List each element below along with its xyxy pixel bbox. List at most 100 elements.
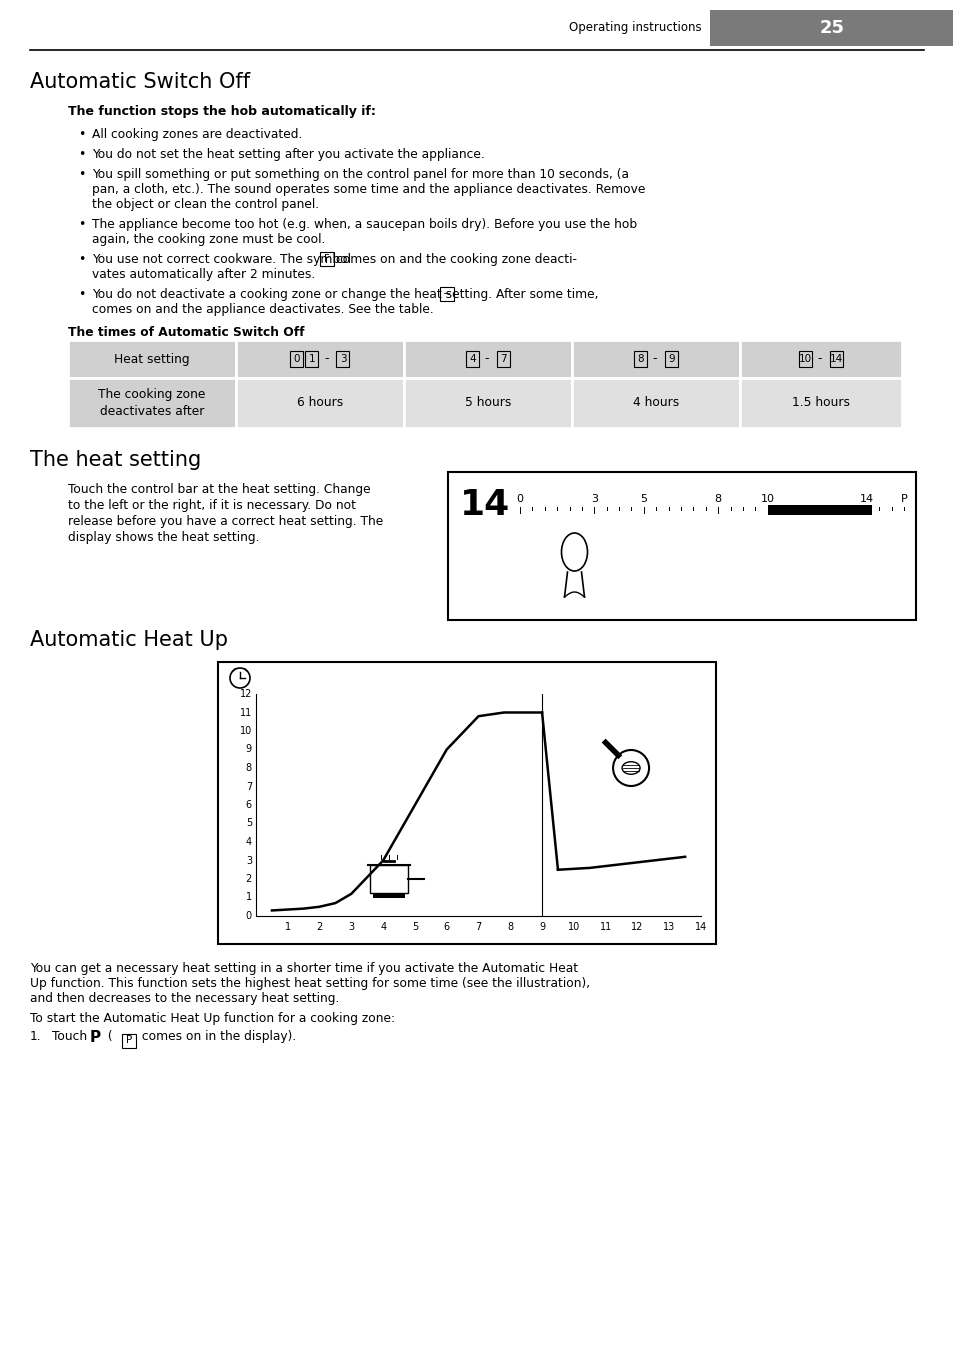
- Text: •: •: [78, 253, 85, 266]
- Bar: [740, 339, 901, 379]
- Text: 4: 4: [469, 354, 476, 364]
- Bar: [448, 472, 915, 621]
- Text: 6: 6: [443, 922, 449, 932]
- Bar: [68, 379, 235, 429]
- Text: 14: 14: [694, 922, 706, 932]
- Text: 9: 9: [667, 354, 674, 364]
- Text: Heat setting: Heat setting: [114, 353, 190, 365]
- Text: 1: 1: [246, 892, 252, 903]
- Text: Operating instructions: Operating instructions: [569, 22, 701, 35]
- Text: 2: 2: [316, 922, 322, 932]
- Bar: [403, 339, 572, 379]
- Bar: [767, 506, 871, 515]
- Text: 1.: 1.: [30, 1030, 42, 1042]
- Text: P: P: [900, 493, 906, 504]
- Bar: [374, 894, 405, 898]
- Bar: [319, 251, 334, 266]
- Text: 10: 10: [798, 354, 811, 364]
- Text: 7: 7: [475, 922, 481, 932]
- Bar: [336, 352, 349, 366]
- Bar: [709, 9, 953, 46]
- Text: 5: 5: [412, 922, 417, 932]
- Bar: [305, 352, 318, 366]
- Text: 9: 9: [538, 922, 544, 932]
- Bar: [572, 379, 740, 429]
- Text: Touch: Touch: [52, 1030, 91, 1042]
- Text: and then decreases to the necessary heat setting.: and then decreases to the necessary heat…: [30, 992, 339, 1005]
- Text: comes on and the appliance deactivates. See the table.: comes on and the appliance deactivates. …: [91, 303, 434, 316]
- Text: •: •: [78, 218, 85, 231]
- Text: 14: 14: [459, 488, 510, 522]
- Bar: [439, 287, 454, 301]
- Text: P: P: [90, 1030, 101, 1045]
- Text: You do not set the heat setting after you activate the appliance.: You do not set the heat setting after yo…: [91, 147, 484, 161]
- Text: 1.5 hours: 1.5 hours: [791, 396, 849, 410]
- Text: 0: 0: [246, 911, 252, 921]
- Text: •: •: [78, 288, 85, 301]
- Text: 12: 12: [239, 690, 252, 699]
- Bar: [68, 339, 235, 379]
- Text: You do not deactivate a cooking zone or change the heat setting. After some time: You do not deactivate a cooking zone or …: [91, 288, 598, 301]
- Text: −: −: [442, 289, 451, 299]
- Text: comes on in the display).: comes on in the display).: [138, 1030, 296, 1042]
- Text: 5: 5: [246, 818, 252, 829]
- Text: pan, a cloth, etc.). The sound operates some time and the appliance deactivates.: pan, a cloth, etc.). The sound operates …: [91, 183, 644, 196]
- Text: •: •: [78, 147, 85, 161]
- Text: 3: 3: [339, 354, 346, 364]
- Bar: [122, 1034, 136, 1048]
- Bar: [218, 662, 716, 944]
- Text: Automatic Switch Off: Automatic Switch Off: [30, 72, 250, 92]
- Text: The appliance become too hot (e.g. when, a saucepan boils dry). Before you use t: The appliance become too hot (e.g. when,…: [91, 218, 637, 231]
- Text: All cooking zones are deactivated.: All cooking zones are deactivated.: [91, 128, 302, 141]
- Text: 0: 0: [294, 354, 300, 364]
- Text: 12: 12: [631, 922, 643, 932]
- Text: 14: 14: [829, 354, 842, 364]
- Text: Touch the control bar at the heat setting. Change: Touch the control bar at the heat settin…: [68, 483, 370, 496]
- Text: 13: 13: [662, 922, 675, 932]
- Text: 4 hours: 4 hours: [632, 396, 679, 410]
- Text: vates automatically after 2 minutes.: vates automatically after 2 minutes.: [91, 268, 314, 281]
- Text: 10: 10: [760, 493, 774, 504]
- Text: 11: 11: [239, 707, 252, 718]
- Text: 11: 11: [598, 922, 611, 932]
- Bar: [634, 352, 646, 366]
- Bar: [235, 379, 403, 429]
- Text: To start the Automatic Heat Up function for a cooking zone:: To start the Automatic Heat Up function …: [30, 1013, 395, 1025]
- Text: 9: 9: [246, 745, 252, 754]
- Text: The cooking zone
deactivates after: The cooking zone deactivates after: [98, 388, 206, 418]
- Text: release before you have a correct heat setting. The: release before you have a correct heat s…: [68, 515, 383, 529]
- Text: 10: 10: [567, 922, 579, 932]
- Text: 0: 0: [516, 493, 523, 504]
- Text: 10: 10: [239, 726, 252, 735]
- Text: -: -: [817, 353, 821, 365]
- Text: The times of Automatic Switch Off: The times of Automatic Switch Off: [68, 326, 304, 339]
- Bar: [465, 352, 478, 366]
- Bar: [291, 352, 303, 366]
- Text: 7: 7: [246, 781, 252, 791]
- Text: •: •: [78, 168, 85, 181]
- Text: the object or clean the control panel.: the object or clean the control panel.: [91, 197, 319, 211]
- Text: F: F: [324, 254, 330, 264]
- Bar: [572, 339, 740, 379]
- Text: 4: 4: [379, 922, 386, 932]
- Text: The function stops the hob automatically if:: The function stops the hob automatically…: [68, 105, 375, 118]
- Text: Automatic Heat Up: Automatic Heat Up: [30, 630, 228, 650]
- Text: -: -: [652, 353, 657, 365]
- Text: 8: 8: [714, 493, 721, 504]
- Text: to the left or the right, if it is necessary. Do not: to the left or the right, if it is neces…: [68, 499, 355, 512]
- Bar: [235, 339, 403, 379]
- Text: 1: 1: [309, 354, 315, 364]
- Text: 3: 3: [348, 922, 355, 932]
- Text: -: -: [484, 353, 489, 365]
- Text: 2: 2: [246, 873, 252, 884]
- Text: 6 hours: 6 hours: [296, 396, 343, 410]
- Text: Up function. This function sets the highest heat setting for some time (see the : Up function. This function sets the high…: [30, 977, 590, 990]
- Bar: [829, 352, 842, 366]
- Text: 4: 4: [246, 837, 252, 846]
- Text: 8: 8: [246, 763, 252, 773]
- Text: 8: 8: [637, 354, 643, 364]
- Text: 1: 1: [284, 922, 291, 932]
- Text: 7: 7: [499, 354, 506, 364]
- Text: 5 hours: 5 hours: [464, 396, 511, 410]
- Text: 3: 3: [590, 493, 598, 504]
